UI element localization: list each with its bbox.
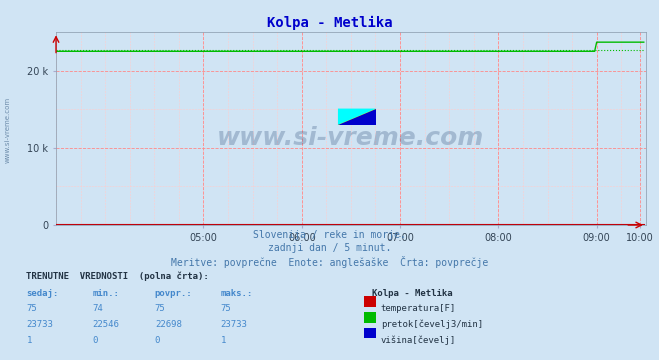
Text: www.si-vreme.com: www.si-vreme.com (217, 126, 484, 150)
Text: Slovenija / reke in morje.: Slovenija / reke in morje. (253, 230, 406, 240)
Text: višina[čevelj]: višina[čevelj] (381, 336, 456, 345)
Text: zadnji dan / 5 minut.: zadnji dan / 5 minut. (268, 243, 391, 253)
Text: 1: 1 (221, 336, 226, 345)
Text: 74: 74 (92, 304, 103, 313)
Text: 0: 0 (92, 336, 98, 345)
Text: 1: 1 (26, 336, 32, 345)
Text: 22546: 22546 (92, 320, 119, 329)
Text: 75: 75 (155, 304, 165, 313)
Text: Kolpa - Metlika: Kolpa - Metlika (372, 289, 453, 298)
Text: TRENUTNE  VREDNOSTI  (polna črta):: TRENUTNE VREDNOSTI (polna črta): (26, 272, 209, 281)
Polygon shape (338, 109, 376, 125)
Text: 22698: 22698 (155, 320, 182, 329)
Polygon shape (338, 109, 376, 125)
Text: 75: 75 (26, 304, 37, 313)
Text: sedaj:: sedaj: (26, 289, 59, 298)
Text: Kolpa - Metlika: Kolpa - Metlika (267, 16, 392, 30)
Text: 23733: 23733 (221, 320, 248, 329)
Text: 0: 0 (155, 336, 160, 345)
Text: 75: 75 (221, 304, 231, 313)
Text: pretok[čevelj3/min]: pretok[čevelj3/min] (381, 320, 483, 329)
Text: min.:: min.: (92, 289, 119, 298)
Text: www.si-vreme.com: www.si-vreme.com (5, 96, 11, 163)
Text: povpr.:: povpr.: (155, 289, 192, 298)
Text: Meritve: povprečne  Enote: anglešaške  Črta: povprečje: Meritve: povprečne Enote: anglešaške Črt… (171, 256, 488, 268)
Text: 23733: 23733 (26, 320, 53, 329)
Text: maks.:: maks.: (221, 289, 253, 298)
Bar (338, 109, 376, 125)
Text: temperatura[F]: temperatura[F] (381, 304, 456, 313)
